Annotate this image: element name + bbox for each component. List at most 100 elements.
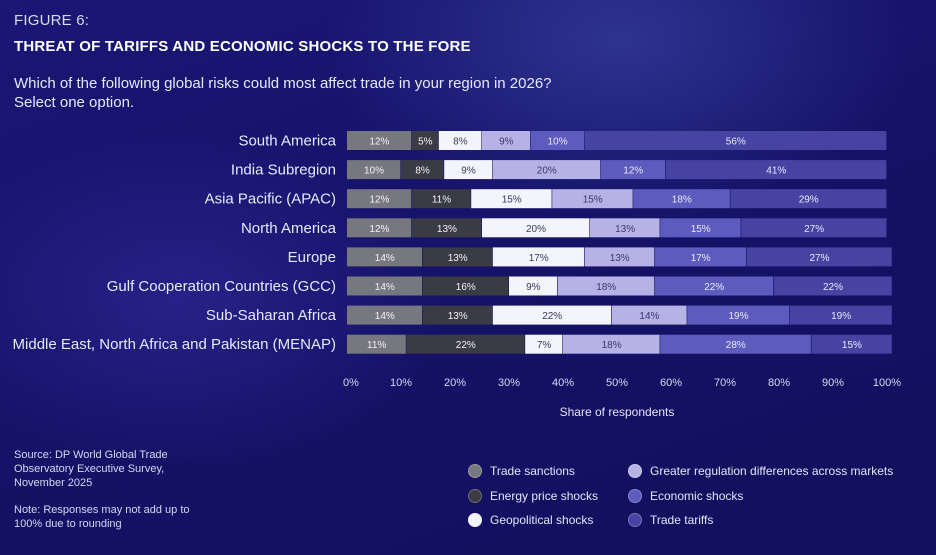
bar-segment — [557, 276, 655, 296]
data-label: 8% — [453, 137, 468, 148]
bar-segment — [590, 218, 660, 238]
x-tick-label: 20% — [444, 377, 466, 389]
data-label: 11% — [432, 195, 451, 206]
bar-segment — [347, 218, 412, 238]
data-label: 14% — [375, 282, 395, 293]
data-label: 12% — [369, 195, 389, 206]
legend-swatch — [628, 464, 642, 478]
data-label: 29% — [799, 195, 819, 206]
legend-label: Greater regulation differences across ma… — [650, 464, 894, 478]
legend-swatch — [628, 489, 642, 503]
legend-swatch — [628, 513, 642, 527]
bar-segment — [611, 305, 687, 325]
data-label: 16% — [456, 282, 476, 293]
bar-segment — [525, 334, 563, 354]
bar-segment — [492, 305, 611, 325]
data-label: 7% — [537, 340, 552, 351]
question-line-1: Which of the following global risks coul… — [14, 75, 552, 92]
legend-swatch — [468, 489, 482, 503]
bar-segment — [482, 131, 530, 150]
bar-segment — [347, 276, 422, 296]
bar-segment — [741, 218, 887, 238]
category-label: India Subregion — [231, 162, 336, 179]
category-label: Asia Pacific (APAC) — [205, 191, 336, 208]
data-label: 22% — [456, 340, 476, 351]
bar-segment — [665, 160, 887, 180]
source-note: Source: DP World Global Trade Observator… — [14, 449, 168, 489]
bar-segment — [411, 131, 439, 150]
data-label: 18% — [602, 340, 622, 351]
rounding-note: Note: Responses may not add up to 100% d… — [14, 504, 190, 530]
figure-label: FIGURE 6: — [14, 12, 90, 29]
category-label: Sub-Saharan Africa — [206, 307, 337, 324]
legend-label: Energy price shocks — [490, 489, 599, 503]
data-label: 17% — [691, 253, 711, 264]
legend-label: Trade tariffs — [650, 513, 714, 527]
legend-swatch — [468, 513, 482, 527]
data-label: 20% — [526, 224, 546, 235]
bar-segment — [438, 131, 482, 150]
bar-segment — [422, 305, 493, 325]
bar-segment — [422, 247, 493, 267]
legend-label: Trade sanctions — [490, 464, 575, 478]
legend-item: Energy price shocks — [468, 489, 598, 503]
data-label: 19% — [831, 311, 851, 322]
data-label: 41% — [766, 166, 786, 177]
bar-segment — [552, 189, 633, 209]
x-tick-label: 40% — [552, 377, 574, 389]
figure-title: THREAT OF TARIFFS AND ECONOMIC SHOCKS TO… — [14, 38, 471, 55]
x-tick-label: 50% — [606, 377, 628, 389]
bar-segment — [773, 276, 892, 296]
data-label: 8% — [415, 166, 430, 177]
category-label: Gulf Cooperation Countries (GCC) — [107, 278, 336, 295]
legend-swatch — [468, 464, 482, 478]
survey-question: Which of the following global risks coul… — [14, 74, 552, 112]
bar-segment — [584, 131, 887, 150]
data-label: 19% — [728, 311, 748, 322]
bar-segment — [789, 305, 892, 325]
bar-segment — [492, 160, 601, 180]
category-label: South America — [238, 133, 336, 150]
data-label: 14% — [375, 311, 395, 322]
bar-segment — [563, 334, 660, 354]
x-axis-label: Share of respondents — [560, 405, 675, 419]
data-label: 5% — [418, 137, 433, 148]
data-label: 28% — [726, 340, 746, 351]
data-label: 13% — [615, 224, 635, 235]
data-label: 56% — [726, 137, 746, 148]
bar-segment — [811, 334, 892, 354]
data-label: 13% — [448, 253, 468, 264]
bar-segment — [492, 247, 584, 267]
x-tick-label: 70% — [714, 377, 736, 389]
bar-segment — [422, 276, 509, 296]
bar-segment — [730, 189, 887, 209]
data-label: 10% — [548, 137, 568, 148]
data-label: 9% — [526, 282, 541, 293]
x-tick-label: 80% — [768, 377, 790, 389]
data-label: 13% — [610, 253, 630, 264]
bar-segment — [347, 131, 412, 150]
legend-label: Geopolitical shocks — [490, 513, 594, 527]
data-label: 18% — [596, 282, 616, 293]
data-label: 18% — [672, 195, 692, 206]
bar-segment — [584, 247, 655, 267]
bar-segment — [509, 276, 557, 296]
data-label: 9% — [499, 137, 514, 148]
data-label: 14% — [639, 311, 659, 322]
category-label: North America — [241, 220, 337, 237]
bar-segment — [401, 160, 444, 180]
bar-segment — [347, 189, 412, 209]
data-label: 12% — [369, 224, 389, 235]
data-label: 22% — [823, 282, 843, 293]
legend-item: Trade sanctions — [468, 464, 575, 478]
data-label: 15% — [691, 224, 711, 235]
category-label: Middle East, North Africa and Pakistan (… — [13, 336, 336, 353]
x-tick-label: 60% — [660, 377, 682, 389]
data-label: 14% — [375, 253, 395, 264]
bar-segment — [411, 189, 471, 209]
data-label: 20% — [537, 166, 557, 177]
data-label: 13% — [437, 224, 457, 235]
data-label: 22% — [704, 282, 724, 293]
bar-segment — [347, 305, 422, 325]
bar-segment — [406, 334, 525, 354]
